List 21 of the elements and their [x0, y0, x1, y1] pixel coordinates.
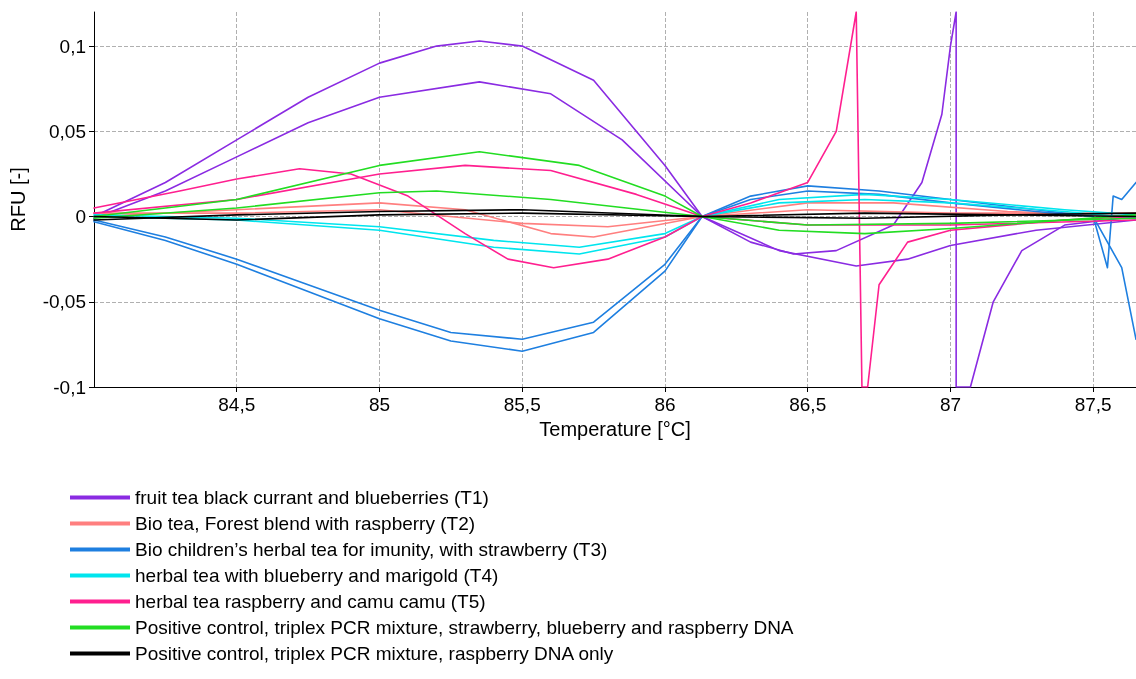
x-tick-label: 86	[654, 394, 676, 415]
legend-label: Positive control, triplex PCR mixture, strawberry, blueberry and raspberry DNA	[135, 617, 794, 638]
legend-label: Bio tea, Forest blend with raspberry (T2)	[135, 513, 476, 534]
y-tick-label: 0,1	[59, 35, 86, 57]
y-tick-label: -0,05	[42, 291, 86, 313]
legend-label: fruit tea black currant and blueberries (T1)	[135, 487, 489, 508]
x-tick-label: 85,5	[503, 394, 541, 415]
legend-label: herbal tea with blueberry and marigold (T4)	[135, 565, 499, 586]
legend-label: Positive control, triplex PCR mixture, raspberry DNA only	[135, 643, 614, 664]
x-tick-label: 86,5	[789, 394, 827, 415]
x-tick-label: 87,5	[1074, 394, 1112, 415]
x-axis-title: Temperature [°C]	[539, 418, 691, 440]
x-tick-label: 87	[939, 394, 962, 415]
y-axis-title: RFU [-]	[7, 167, 29, 232]
legend-label: Bio children’s herbal tea for imunity, with strawberry (T3)	[135, 539, 608, 560]
y-tick-label: 0,05	[49, 120, 86, 142]
legend-label: herbal tea raspberry and camu camu (T5)	[135, 591, 486, 612]
y-tick-label: -0,1	[53, 376, 86, 398]
y-tick-label: 0	[75, 206, 86, 228]
x-tick-label: 84,5	[218, 394, 256, 415]
x-tick-label: 85	[368, 394, 391, 415]
